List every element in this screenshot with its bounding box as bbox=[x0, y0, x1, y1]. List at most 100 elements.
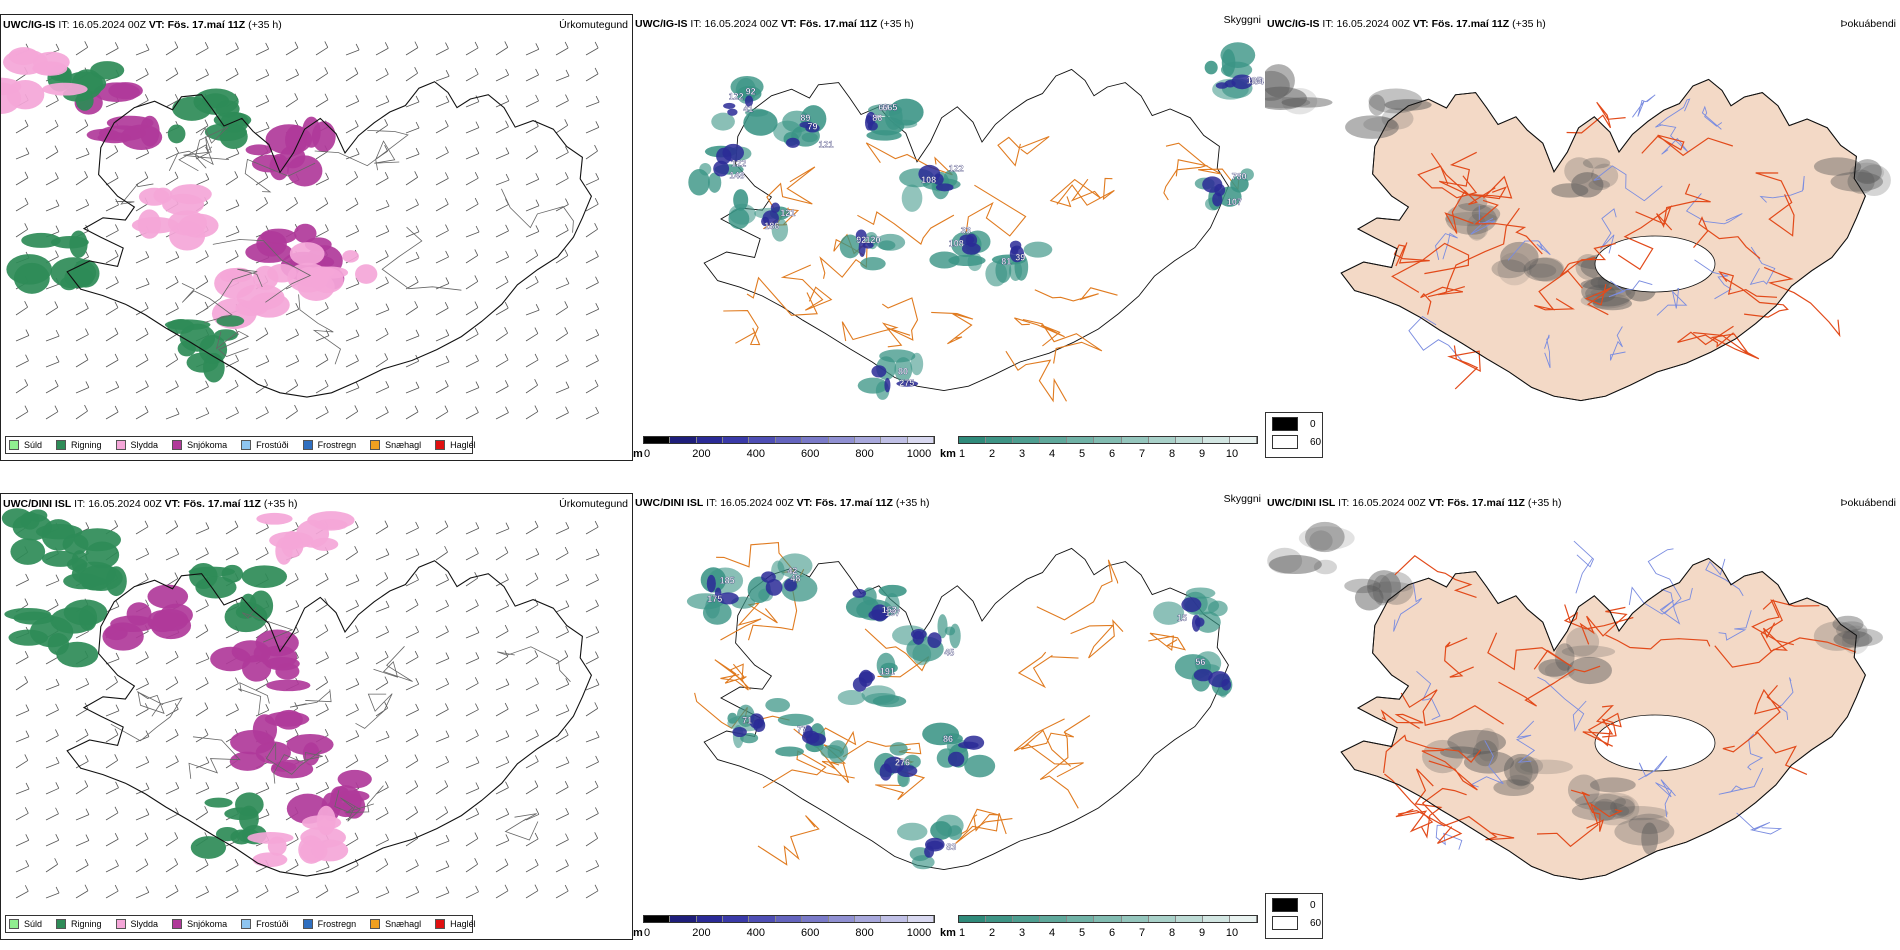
precip-cell bbox=[239, 805, 259, 832]
ceiling-colorbar-strip bbox=[643, 436, 935, 444]
wind-barb-flag bbox=[174, 171, 179, 178]
panel-name: Þokuábendi bbox=[1840, 18, 1896, 30]
road bbox=[241, 607, 294, 643]
wind-barb bbox=[315, 73, 328, 82]
precip-cell bbox=[296, 519, 330, 548]
wind-barb-flag bbox=[414, 729, 419, 736]
road bbox=[1421, 787, 1467, 844]
ceiling-cell bbox=[933, 173, 944, 185]
wind-barb bbox=[15, 335, 30, 342]
wind-barb-flag bbox=[24, 171, 29, 178]
wind-barb-flag bbox=[234, 379, 239, 387]
wind-barb-flag bbox=[445, 652, 450, 659]
wind-barb-flag bbox=[54, 119, 59, 127]
wind-barb bbox=[345, 176, 358, 186]
fog-cell bbox=[1582, 157, 1611, 169]
road bbox=[960, 808, 999, 835]
colorbar-segment bbox=[723, 437, 750, 443]
wind-barb-flag bbox=[234, 328, 239, 335]
visibility-value-label: 108 bbox=[921, 175, 936, 185]
wind-barb bbox=[435, 658, 450, 665]
visibility-value-label: 122 bbox=[949, 163, 964, 173]
fog-cell bbox=[1628, 813, 1670, 835]
colorbar-segment bbox=[802, 437, 829, 443]
road bbox=[110, 697, 183, 742]
precip-cell bbox=[224, 601, 268, 633]
wind-barb bbox=[555, 839, 569, 847]
wind-barb bbox=[195, 787, 209, 795]
wind-barb-flag bbox=[504, 546, 509, 553]
road bbox=[497, 646, 571, 682]
wind-barb bbox=[375, 333, 389, 342]
wind-barb-flag bbox=[505, 68, 510, 76]
wind-barb-flag bbox=[174, 832, 179, 839]
wind-barb-flag bbox=[294, 702, 299, 709]
wind-barb bbox=[345, 153, 360, 160]
wind-barb-flag bbox=[594, 222, 598, 230]
wind-barb-flag bbox=[205, 547, 209, 554]
visibility-value-label: 69 bbox=[878, 102, 888, 112]
ceiling-cell bbox=[924, 845, 935, 858]
wind-barb-flag bbox=[144, 858, 149, 865]
ceiling-cell bbox=[912, 630, 925, 645]
precip-cell bbox=[267, 836, 287, 856]
fog-cell bbox=[1506, 774, 1531, 790]
visibility-cell bbox=[728, 203, 756, 225]
fog-cell bbox=[1491, 259, 1527, 279]
wind-barb-flag bbox=[415, 198, 419, 205]
visibility-value-label: 120 bbox=[866, 235, 881, 245]
wind-barb bbox=[435, 709, 449, 717]
wind-barb-flag bbox=[385, 886, 390, 893]
fog-cell bbox=[1345, 115, 1399, 139]
precip-cell bbox=[204, 797, 233, 808]
wind-barb bbox=[135, 152, 149, 160]
wind-barb bbox=[525, 631, 539, 639]
fog-cell bbox=[1836, 621, 1868, 640]
wind-barb-flag bbox=[385, 381, 390, 388]
wind-barb bbox=[15, 384, 28, 394]
wind-barb bbox=[495, 552, 509, 561]
visibility-cell bbox=[937, 614, 948, 639]
wind-barb-flag bbox=[565, 354, 569, 361]
wind-barb bbox=[15, 203, 29, 212]
precip-cell bbox=[256, 512, 293, 525]
wind-barb-flag bbox=[595, 626, 600, 633]
river bbox=[1705, 558, 1744, 597]
wind-barb bbox=[525, 890, 539, 899]
legend-swatch bbox=[56, 919, 67, 929]
wind-barb-flag bbox=[355, 886, 360, 893]
wind-barb bbox=[285, 410, 298, 420]
wind-barb bbox=[135, 553, 149, 561]
wind-barb-flag bbox=[415, 147, 420, 155]
wind-barb-flag bbox=[535, 94, 539, 102]
wind-barb bbox=[585, 632, 599, 639]
wind-barb bbox=[405, 204, 419, 212]
wind-barb-flag bbox=[55, 225, 60, 232]
wind-barb bbox=[75, 46, 88, 56]
wind-barb-flag bbox=[205, 407, 210, 414]
wind-barb-flag bbox=[594, 144, 598, 152]
fog-cell bbox=[1313, 559, 1338, 575]
road bbox=[1534, 270, 1583, 311]
wind-barb bbox=[135, 708, 149, 717]
road bbox=[1014, 317, 1065, 347]
river bbox=[1609, 326, 1626, 361]
fog-cell bbox=[1503, 753, 1539, 786]
colorbar-segment bbox=[854, 916, 882, 922]
wind-barb-flag bbox=[324, 676, 329, 683]
wind-barb-flag bbox=[505, 250, 510, 258]
wind-barb-flag bbox=[444, 198, 449, 205]
wind-barb-flag bbox=[54, 379, 59, 387]
colorbar-segment bbox=[749, 916, 776, 922]
fog-cell bbox=[1493, 779, 1535, 796]
wind-barb-flag bbox=[24, 379, 29, 386]
road bbox=[1487, 632, 1572, 671]
wind-barb bbox=[45, 839, 59, 847]
ceiling-colorbar-strip bbox=[643, 915, 935, 923]
ceiling-unit: m bbox=[633, 927, 643, 939]
wind-barb-flag bbox=[595, 328, 600, 336]
wind-barb-flag bbox=[234, 859, 239, 866]
wind-barb bbox=[525, 48, 539, 56]
fog-cell bbox=[1372, 574, 1392, 606]
wind-barb-flag bbox=[205, 782, 210, 789]
